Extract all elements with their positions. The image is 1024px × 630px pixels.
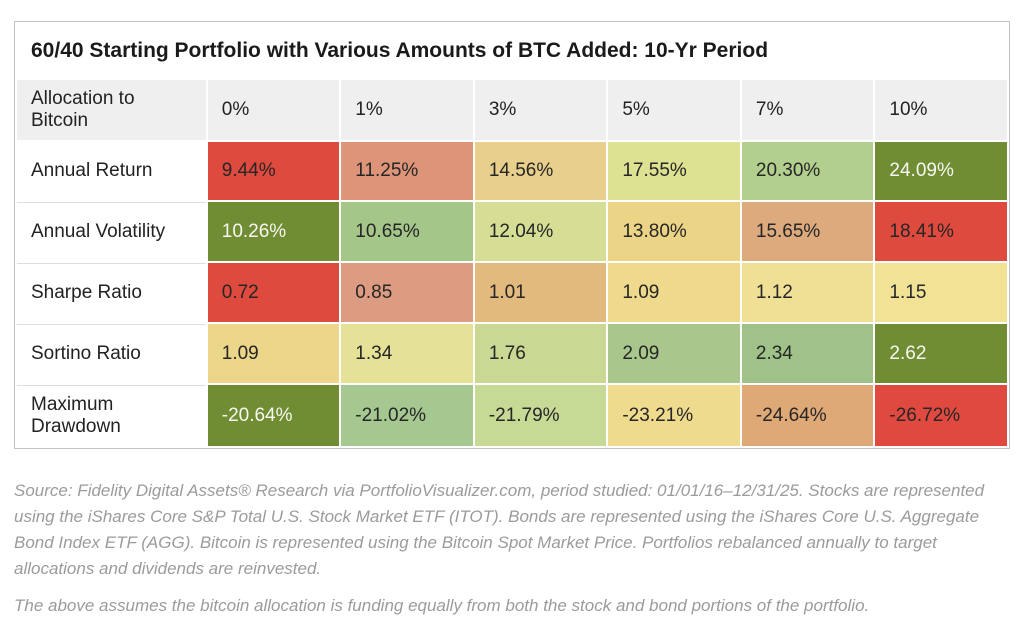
- metric-row: Sharpe Ratio 0.72 0.85 1.01 1.09 1.12 1.15: [17, 263, 1007, 322]
- value-cell: 12.04%: [474, 202, 607, 261]
- value-cell: 15.65%: [741, 202, 874, 261]
- value-cell: 1.09: [608, 263, 740, 322]
- value-cell: 2.34: [741, 324, 874, 383]
- value-cell: 10.26%: [207, 202, 340, 261]
- metric-row: Sortino Ratio 1.09 1.34 1.76 2.09 2.34 2.62: [17, 324, 1007, 383]
- metric-row: Annual Return 9.44% 11.25% 14.56% 17.55% 20.3…: [17, 142, 1007, 200]
- column-header-7pct: 7%: [741, 80, 874, 140]
- value-cell: 0.85: [341, 263, 473, 322]
- assumption-note: The above assumes the bitcoin allocation…: [14, 596, 870, 615]
- value-cell: 0.72: [207, 263, 340, 322]
- value-cell: 2.62: [875, 324, 1007, 383]
- source-note: Source: Fidelity Digital Assets® Researc…: [14, 481, 985, 578]
- value-cell: 1.15: [875, 263, 1007, 322]
- column-header-3pct: 3%: [474, 80, 607, 140]
- value-cell: 1.76: [474, 324, 607, 383]
- metric-label: Maximum Drawdown: [17, 385, 206, 446]
- value-cell: -24.64%: [741, 385, 874, 446]
- metric-label: Annual Volatility: [17, 202, 206, 261]
- value-cell: -20.64%: [207, 385, 340, 446]
- column-header-row: Allocation to Bitcoin 0% 1% 3% 5% 7% 10%: [17, 80, 1007, 140]
- corner-header: Allocation to Bitcoin: [17, 80, 206, 140]
- value-cell: 17.55%: [608, 142, 740, 200]
- value-cell: 1.12: [741, 263, 874, 322]
- value-cell: -21.02%: [341, 385, 473, 446]
- value-cell: 14.56%: [474, 142, 607, 200]
- value-cell: 18.41%: [875, 202, 1007, 261]
- table-title: 60/40 Starting Portfolio with Various Am…: [17, 24, 1007, 78]
- value-cell: 1.01: [474, 263, 607, 322]
- column-header-0pct: 0%: [207, 80, 340, 140]
- metric-row: Annual Volatility 10.26% 10.65% 12.04% 13.80…: [17, 202, 1007, 261]
- value-cell: -23.21%: [608, 385, 740, 446]
- metric-label: Annual Return: [17, 142, 206, 200]
- value-cell: 11.25%: [341, 142, 473, 200]
- footnotes: Source: Fidelity Digital Assets® Researc…: [14, 478, 1012, 630]
- metric-label: Sortino Ratio: [17, 324, 206, 383]
- value-cell: 2.09: [608, 324, 740, 383]
- value-cell: 24.09%: [875, 142, 1007, 200]
- value-cell: -21.79%: [474, 385, 607, 446]
- column-header-10pct: 10%: [875, 80, 1007, 140]
- title-row: 60/40 Starting Portfolio with Various Am…: [17, 24, 1007, 78]
- value-cell: 20.30%: [741, 142, 874, 200]
- value-cell: 1.34: [341, 324, 473, 383]
- value-cell: 13.80%: [608, 202, 740, 261]
- value-cell: -26.72%: [875, 385, 1007, 446]
- portfolio-heatmap-table: 60/40 Starting Portfolio with Various Am…: [14, 21, 1010, 449]
- value-cell: 9.44%: [207, 142, 340, 200]
- metric-label: Sharpe Ratio: [17, 263, 206, 322]
- value-cell: 10.65%: [341, 202, 473, 261]
- metric-row: Maximum Drawdown -20.64% -21.02% -21.79% -23…: [17, 385, 1007, 446]
- value-cell: 1.09: [207, 324, 340, 383]
- column-header-1pct: 1%: [341, 80, 473, 140]
- column-header-5pct: 5%: [608, 80, 740, 140]
